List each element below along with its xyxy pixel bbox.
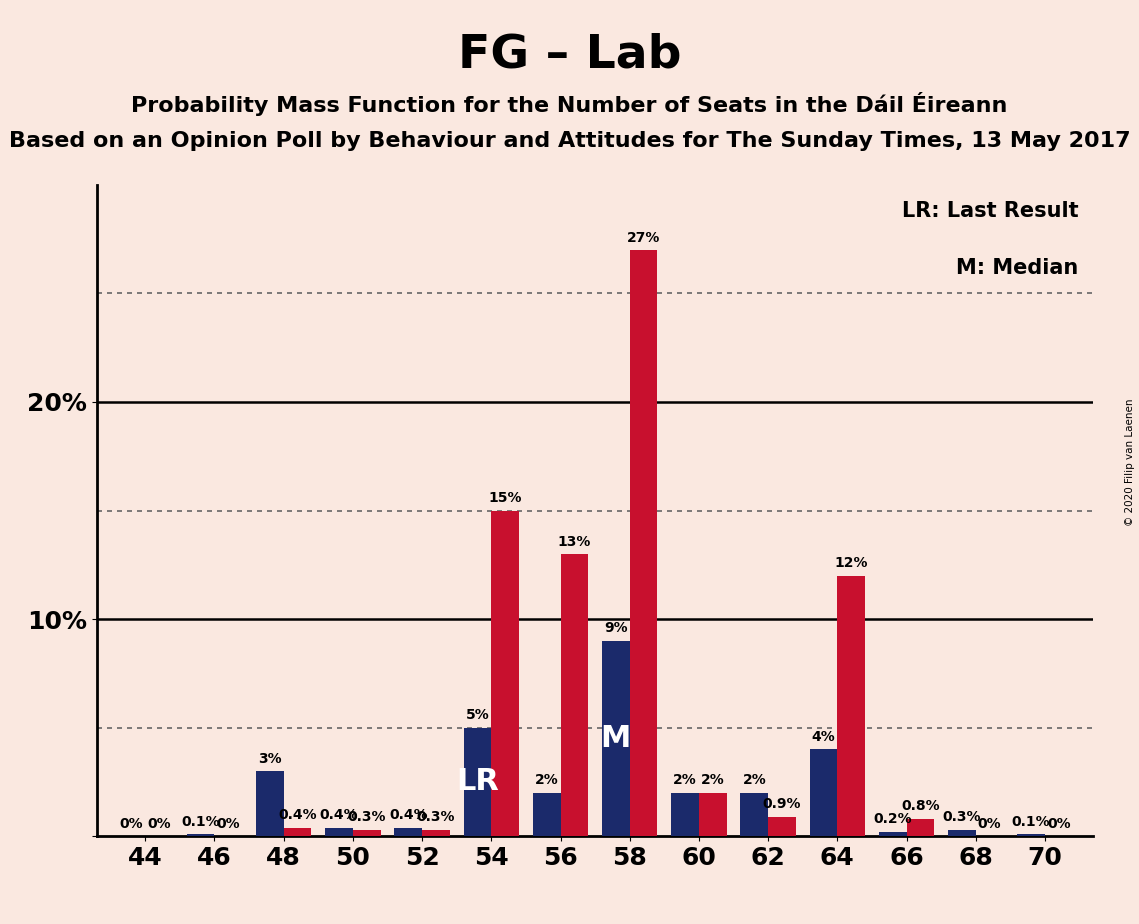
- Text: Probability Mass Function for the Number of Seats in the Dáil Éireann: Probability Mass Function for the Number…: [131, 92, 1008, 116]
- Text: 4%: 4%: [812, 730, 835, 744]
- Text: 0.3%: 0.3%: [417, 810, 456, 824]
- Bar: [699, 793, 727, 836]
- Text: 9%: 9%: [604, 621, 628, 636]
- Bar: [464, 728, 491, 836]
- Text: 0.4%: 0.4%: [320, 808, 359, 822]
- Bar: [533, 793, 560, 836]
- Text: 12%: 12%: [835, 556, 868, 570]
- Text: 3%: 3%: [259, 751, 281, 766]
- Bar: [326, 828, 353, 836]
- Text: 13%: 13%: [558, 534, 591, 549]
- Text: Based on an Opinion Poll by Behaviour and Attitudes for The Sunday Times, 13 May: Based on an Opinion Poll by Behaviour an…: [9, 131, 1130, 152]
- Text: 0.2%: 0.2%: [874, 812, 912, 826]
- Bar: [423, 830, 450, 836]
- Bar: [879, 832, 907, 836]
- Bar: [1017, 834, 1044, 836]
- Text: 0.9%: 0.9%: [763, 797, 801, 811]
- Text: 27%: 27%: [626, 230, 661, 245]
- Bar: [837, 576, 865, 836]
- Text: 2%: 2%: [743, 773, 767, 787]
- Text: 0.3%: 0.3%: [347, 810, 386, 824]
- Text: 2%: 2%: [673, 773, 697, 787]
- Text: 0%: 0%: [120, 817, 144, 831]
- Bar: [491, 510, 519, 836]
- Text: LR: LR: [456, 768, 499, 796]
- Bar: [630, 249, 657, 836]
- Bar: [394, 828, 423, 836]
- Bar: [810, 749, 837, 836]
- Text: 0.4%: 0.4%: [388, 808, 427, 822]
- Text: FG – Lab: FG – Lab: [458, 32, 681, 78]
- Text: 0.1%: 0.1%: [1011, 815, 1050, 829]
- Text: M: M: [600, 724, 631, 753]
- Text: LR: Last Result: LR: Last Result: [902, 201, 1079, 221]
- Text: 0%: 0%: [1047, 817, 1071, 831]
- Text: 5%: 5%: [466, 708, 490, 723]
- Bar: [740, 793, 768, 836]
- Bar: [768, 817, 796, 836]
- Text: 0%: 0%: [977, 817, 1001, 831]
- Text: © 2020 Filip van Laenen: © 2020 Filip van Laenen: [1125, 398, 1134, 526]
- Bar: [284, 828, 311, 836]
- Bar: [948, 830, 976, 836]
- Text: 15%: 15%: [489, 491, 522, 505]
- Text: 0.4%: 0.4%: [278, 808, 317, 822]
- Bar: [187, 834, 214, 836]
- Text: 2%: 2%: [700, 773, 724, 787]
- Text: 0%: 0%: [216, 817, 240, 831]
- Text: M: Median: M: Median: [957, 258, 1079, 278]
- Text: 0.1%: 0.1%: [181, 815, 220, 829]
- Bar: [671, 793, 699, 836]
- Bar: [603, 641, 630, 836]
- Text: 2%: 2%: [535, 773, 558, 787]
- Bar: [353, 830, 380, 836]
- Bar: [907, 819, 934, 836]
- Text: 0%: 0%: [147, 817, 171, 831]
- Text: 0.3%: 0.3%: [943, 810, 981, 824]
- Text: 0.8%: 0.8%: [901, 799, 940, 813]
- Bar: [560, 553, 588, 836]
- Bar: [256, 771, 284, 836]
